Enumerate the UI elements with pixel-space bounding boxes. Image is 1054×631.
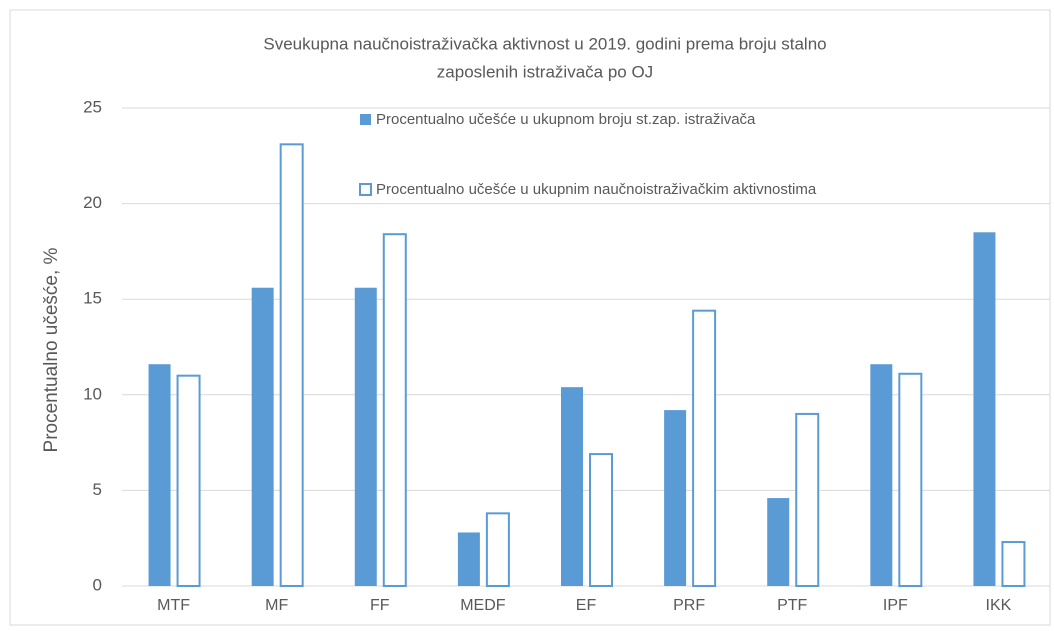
x-tick-label: IKK — [986, 597, 1012, 614]
x-tick-label: IPF — [883, 597, 908, 614]
chart-title: Sveukupna naučnoistraživačka aktivnost u… — [263, 34, 826, 53]
bar — [870, 364, 893, 586]
y-tick-label: 10 — [83, 384, 102, 403]
y-tick-label: 20 — [83, 193, 102, 212]
bar — [485, 512, 510, 587]
legend-label: Procentualno učešće u ukupnom broju st.z… — [376, 111, 756, 128]
bar — [457, 532, 480, 586]
y-axis-label: Procentualno učešće, % — [41, 247, 62, 452]
y-tick-label: 25 — [83, 97, 102, 116]
bar — [561, 387, 583, 586]
y-tick-label: 5 — [93, 480, 102, 499]
bar — [589, 453, 613, 587]
legend-label: Procentualno učešće u ukupnim naučnoistr… — [376, 181, 817, 198]
legend-swatch — [359, 183, 372, 196]
x-tick-label: MF — [265, 597, 288, 614]
chart-title: zaposlenih istraživača po OJ — [437, 62, 653, 81]
bar — [767, 498, 790, 586]
x-tick-label: MEDF — [460, 597, 506, 614]
bar — [176, 374, 201, 587]
bar — [898, 372, 923, 587]
y-tick-label: 15 — [83, 289, 102, 308]
bar — [1001, 541, 1026, 587]
x-tick-label: PRF — [673, 597, 705, 614]
bar — [692, 309, 717, 587]
bar — [973, 232, 996, 586]
bar — [279, 143, 304, 587]
bar — [354, 287, 377, 586]
y-tick-label: 0 — [93, 575, 102, 594]
x-tick-label: EF — [576, 597, 597, 614]
x-tick-label: FF — [370, 597, 390, 614]
bar — [795, 412, 820, 588]
bar — [664, 410, 687, 586]
legend-swatch — [360, 114, 371, 125]
x-tick-label: MTF — [157, 597, 190, 614]
bar — [148, 364, 171, 586]
bar — [251, 287, 274, 586]
x-tick-label: PTF — [777, 597, 807, 614]
bar — [382, 233, 407, 588]
